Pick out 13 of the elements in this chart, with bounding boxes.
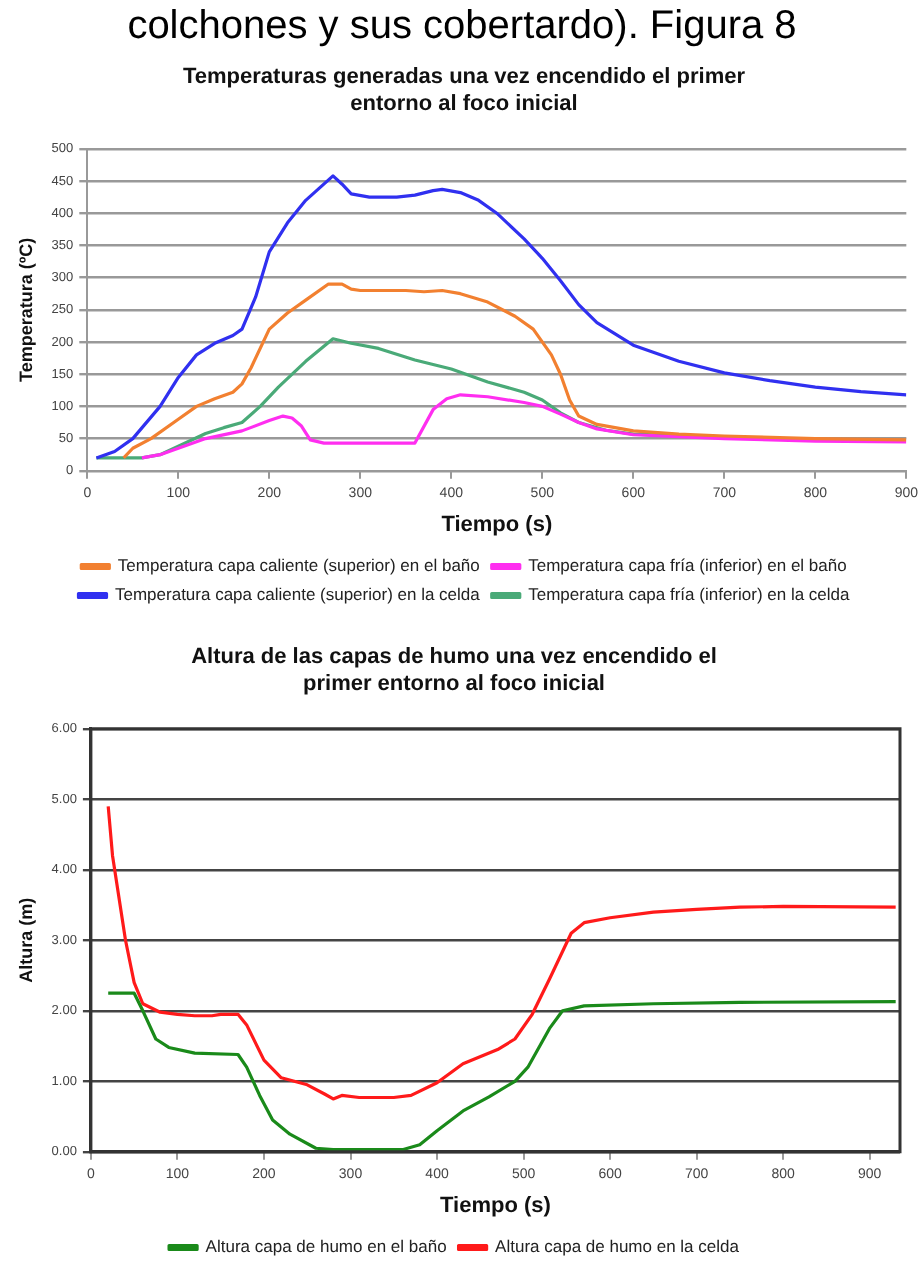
legend-label: Temperatura capa caliente (superior) en el baño <box>117 555 481 576</box>
chart-title: Temperaturas generadas una vez encendido el primer entorno al foco inicial <box>182 65 747 116</box>
legend-label: Temperatura capa caliente (superior) en la celda <box>114 584 481 605</box>
legend-label: Temperatura capa fría (inferior) en el baño <box>528 555 848 576</box>
chart-title: Altura de las capas de humo una vez encendido el primer entorno al foco inicial <box>191 645 717 696</box>
legend-label: Altura capa de humo en la celda <box>495 1236 740 1257</box>
y-axis-title: Temperatura (ºC) <box>15 237 36 382</box>
x-axis-title: Tiempo (s) <box>441 512 553 537</box>
y-axis-title: Altura (m) <box>15 897 36 983</box>
x-axis-title: Tiempo (s) <box>440 1193 552 1218</box>
text: colchones y sus cobertardo). Figura 8 <box>125 2 799 52</box>
legend-label: Temperatura capa fría (inferior) en la celda <box>528 584 851 605</box>
legend-label: Altura capa de humo en el baño <box>205 1236 448 1257</box>
